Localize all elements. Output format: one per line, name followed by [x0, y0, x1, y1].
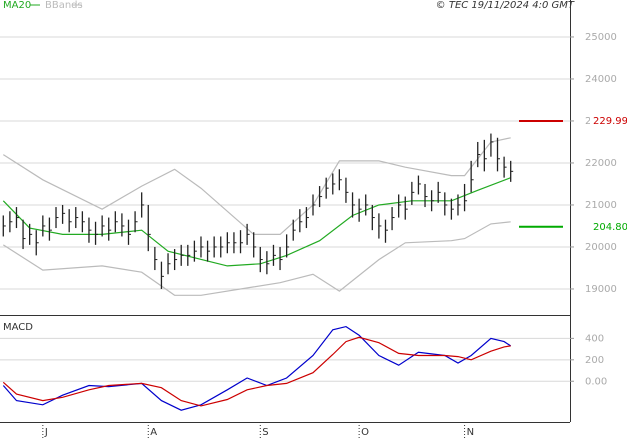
- x-tick-label: S: [262, 427, 268, 438]
- indicator-line: [2, 221, 511, 296]
- y-tick-label: 19000: [585, 284, 617, 295]
- x-tick-label: J: [44, 427, 48, 438]
- macd-line: [2, 336, 511, 407]
- y-tick-label: 200: [585, 355, 604, 366]
- x-tick-label: N: [467, 427, 474, 438]
- macd-line: [2, 325, 512, 411]
- legend-label: BBands: [45, 0, 83, 11]
- y-tick-label: 400: [585, 333, 604, 344]
- panel-title: MACD: [3, 322, 33, 333]
- price-label: 229.99: [593, 116, 627, 127]
- y-tick-label: 22000: [585, 158, 617, 169]
- indicator-line: [2, 137, 511, 235]
- price-label-bg: [590, 219, 624, 234]
- y-tick-label: 0.00: [585, 376, 607, 387]
- y-tick-label: 21000: [585, 200, 617, 211]
- x-tick-label: A: [150, 427, 157, 438]
- y-tick-label: 24000: [585, 74, 617, 85]
- legend-label: MA20: [3, 0, 31, 11]
- price-label-bg: [590, 114, 624, 129]
- price-label: 204.80: [593, 222, 627, 233]
- y-tick-label: 25000: [585, 32, 617, 43]
- x-tick-label: O: [361, 427, 369, 438]
- y-tick-label: 20000: [585, 242, 617, 253]
- copyright-note: © TEC 19/11/2024 4:0 GMT: [436, 0, 575, 11]
